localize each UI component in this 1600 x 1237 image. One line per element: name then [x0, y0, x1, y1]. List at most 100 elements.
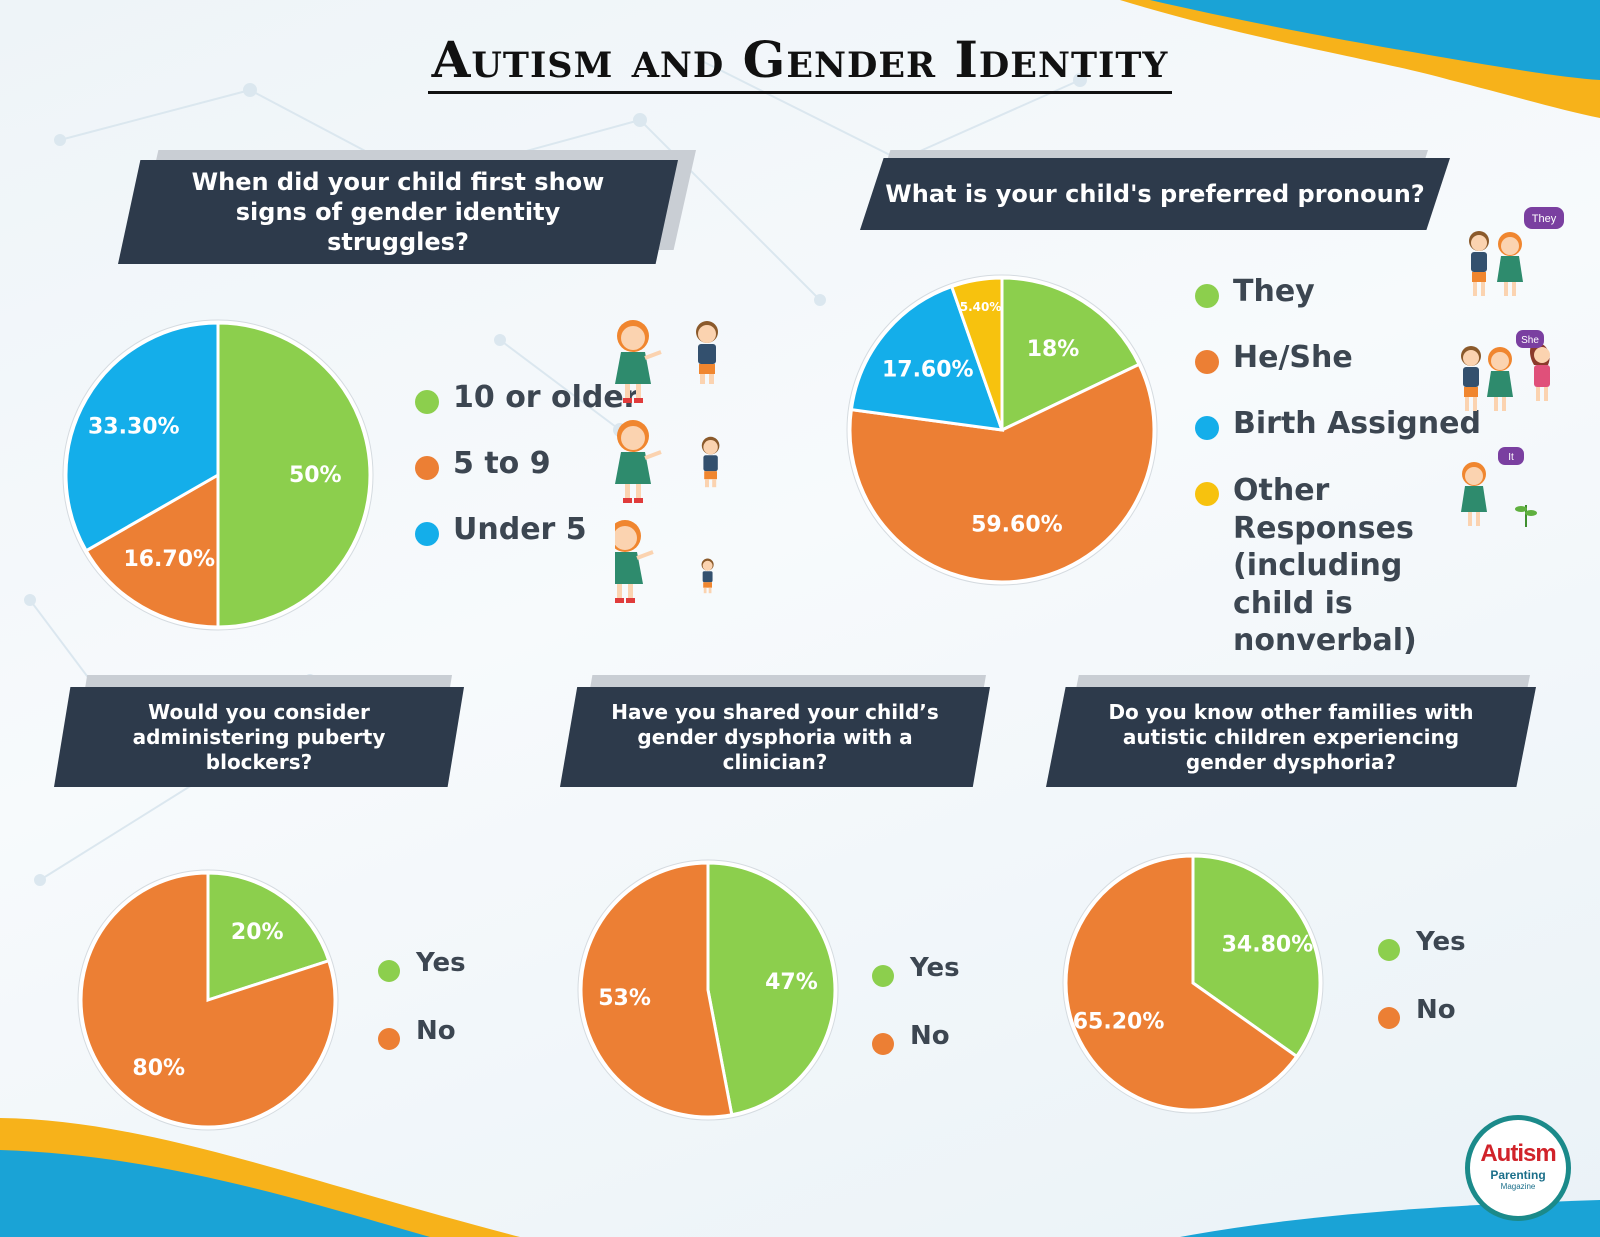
legend-dot-green: [378, 960, 400, 982]
pie-data-label: 47%: [765, 970, 818, 995]
legend-label: 10 or older: [453, 380, 639, 415]
legend-dot-orange: [872, 1033, 894, 1055]
it-bubble: [1498, 447, 1524, 465]
page-title: Autism and Gender Identity: [0, 30, 1600, 94]
question-puberty-blockers: Would you consider administering puberty…: [132, 699, 386, 774]
they-bubble: [1524, 207, 1564, 229]
bubble-label: She: [1521, 335, 1539, 346]
logo-line-1: Autism: [1480, 1140, 1556, 1167]
pie-slice-10-or-older: [216, 321, 372, 629]
legend-item: 10 or older: [415, 380, 639, 446]
legend-label: Yes: [416, 948, 466, 978]
question-first-signs: When did your child first show signs of …: [191, 168, 605, 256]
legend-item: They: [1195, 274, 1481, 340]
legend-dot-green: [1195, 284, 1219, 308]
question-other-families: Do you know other families with autistic…: [1108, 699, 1474, 774]
pie-slice-yes: [1191, 854, 1322, 1059]
she-bubble: [1516, 330, 1544, 348]
pie-data-label: 50%: [289, 463, 342, 488]
pie-data-label: 17.60%: [882, 357, 974, 382]
legend-item: 5 to 9: [415, 446, 639, 512]
pie-slice-no: [79, 871, 337, 1129]
pie-chart-first-signs: 50% 16.70% 33.30%: [62, 319, 374, 631]
question-banner-clinician: Have you shared your child’s gender dysp…: [560, 687, 990, 787]
pie-data-label: 20%: [231, 920, 284, 945]
legend-dot-blue: [415, 522, 439, 546]
legend-other-families: Yes No: [1378, 927, 1466, 1063]
pie-data-label: 18%: [1027, 337, 1080, 362]
legend-item: No: [872, 1021, 960, 1089]
legend-label: No: [1416, 995, 1456, 1025]
legend-dot-orange: [1378, 1007, 1400, 1029]
legend-label: No: [416, 1016, 456, 1046]
legend-clinician: Yes No: [872, 953, 960, 1089]
legend-item: Yes: [378, 948, 466, 1016]
legend-label: Birth Assigned: [1233, 406, 1481, 441]
pie-chart-other-families: 34.80% 65.20%: [1062, 852, 1324, 1114]
children-illustration-ages: [615, 318, 720, 605]
bubble-label: It: [1508, 452, 1514, 463]
pie-slice-they: [1000, 276, 1142, 433]
legend-label: Other Responses (including child is nonv…: [1233, 473, 1417, 658]
pie-slice-5-to-9: [84, 472, 220, 629]
pie-slice-no: [1064, 854, 1299, 1112]
question-pronoun: What is your child's preferred pronoun?: [885, 180, 1425, 208]
legend-item: Yes: [1378, 927, 1466, 995]
pie-data-label: 65.20%: [1073, 1010, 1165, 1035]
pie-data-label: 33.30%: [88, 414, 180, 439]
legend-dot-yellow: [1195, 482, 1219, 506]
pie-chart-pronoun: 18% 59.60% 17.60% 5.40%: [846, 274, 1158, 586]
pie-data-label: 16.70%: [123, 547, 215, 572]
logo-line-2: Parenting: [1490, 1168, 1546, 1182]
children-illustration-pronouns: They She It: [1461, 207, 1564, 527]
legend-item: He/She: [1195, 340, 1481, 406]
legend-item: Under 5: [415, 512, 639, 578]
sprout-icon: [1515, 505, 1537, 527]
pie-data-label: 5.40%: [960, 300, 1002, 314]
legend-label: Yes: [1416, 927, 1466, 957]
autism-parenting-logo: Autism Parenting Magazine: [1465, 1115, 1571, 1221]
pie-data-label: 80%: [132, 1056, 185, 1081]
pie-data-label: 34.80%: [1222, 932, 1314, 957]
bubble-label: They: [1532, 213, 1557, 225]
logo-line-3: Magazine: [1500, 1182, 1536, 1191]
legend-dot-orange: [1195, 350, 1219, 374]
legend-dot-green: [415, 390, 439, 414]
legend-pronoun: They He/She Birth Assigned Other Respons…: [1195, 274, 1481, 660]
legend-item: Other Responses (including child is nonv…: [1195, 472, 1470, 660]
pie-chart-clinician: 47% 53%: [577, 859, 839, 1121]
question-banner-puberty-blockers: Would you consider administering puberty…: [54, 687, 464, 787]
pie-data-label: 53%: [598, 986, 651, 1011]
pie-slice-birth-assigned: [849, 284, 1005, 432]
pie-slice-under-5: [64, 321, 220, 553]
pie-chart-puberty-blockers: 20% 80%: [77, 869, 339, 1131]
legend-dot-green: [1378, 939, 1400, 961]
legend-label: No: [910, 1021, 950, 1051]
legend-dot-orange: [415, 456, 439, 480]
legend-label: They: [1233, 274, 1315, 309]
legend-dot-green: [872, 965, 894, 987]
question-banner-other-families: Do you know other families with autistic…: [1046, 687, 1536, 787]
pie-slice-no: [579, 861, 734, 1119]
legend-item: No: [378, 1016, 466, 1084]
pie-slice-other-responses-including-child-is-nonverbal-: [949, 276, 1004, 431]
legend-label: Yes: [910, 953, 960, 983]
legend-first-signs: 10 or older 5 to 9 Under 5: [415, 380, 639, 578]
pie-data-label: 59.60%: [971, 513, 1063, 538]
legend-label: He/She: [1233, 340, 1353, 375]
question-banner-pronoun: What is your child's preferred pronoun?: [860, 158, 1450, 230]
legend-dot-orange: [378, 1028, 400, 1050]
legend-label: 5 to 9: [453, 446, 551, 481]
question-clinician: Have you shared your child’s gender dysp…: [611, 699, 939, 774]
legend-label: Under 5: [453, 512, 587, 547]
legend-item: Yes: [872, 953, 960, 1021]
pie-slice-yes: [706, 861, 837, 1117]
legend-item: No: [1378, 995, 1466, 1063]
pie-slice-yes: [206, 871, 331, 1003]
legend-puberty-blockers: Yes No: [378, 948, 466, 1084]
question-banner-first-signs: When did your child first show signs of …: [118, 160, 678, 264]
legend-dot-blue: [1195, 416, 1219, 440]
pie-slice-he-she: [848, 362, 1156, 584]
legend-item: Birth Assigned: [1195, 406, 1481, 472]
